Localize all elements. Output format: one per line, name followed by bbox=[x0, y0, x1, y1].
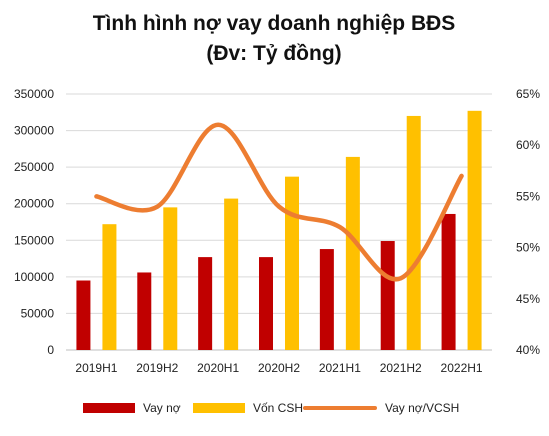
y-right-tick-label: 50% bbox=[516, 241, 540, 255]
bar-vay-no bbox=[76, 280, 91, 350]
legend-von-csh-swatch bbox=[193, 403, 245, 413]
legend-vay-no-swatch bbox=[83, 403, 135, 413]
y-left-tick-label: 300000 bbox=[14, 124, 54, 138]
y-left-tick-label: 350000 bbox=[14, 87, 54, 101]
bars bbox=[76, 110, 482, 350]
legend-von-csh-label: Vốn CSH bbox=[253, 401, 303, 415]
y-right-tick-label: 45% bbox=[516, 292, 540, 306]
ratio-line-layer bbox=[94, 122, 464, 282]
x-tick-label: 2021H2 bbox=[380, 361, 422, 375]
x-tick-label: 2020H1 bbox=[197, 361, 239, 375]
bar-von-csh bbox=[163, 207, 178, 350]
y-right-tick-label: 65% bbox=[516, 87, 540, 101]
y-left-tick-label: 250000 bbox=[14, 160, 54, 174]
y-right-tick-label: 55% bbox=[516, 189, 540, 203]
y-left-tick-label: 50000 bbox=[21, 306, 55, 320]
bar-vay-no bbox=[380, 241, 395, 350]
bar-vay-no bbox=[441, 213, 456, 350]
y-left-tick-label: 0 bbox=[47, 343, 54, 357]
y-left-tick-label: 100000 bbox=[14, 270, 54, 284]
y-left-tick-label: 150000 bbox=[14, 233, 54, 247]
legend-ratio-label: Vay nợ/VCSH bbox=[385, 401, 459, 415]
y-left-tick-label: 200000 bbox=[14, 197, 54, 211]
bar-von-csh bbox=[406, 115, 421, 350]
x-tick-label: 2019H2 bbox=[136, 361, 178, 375]
bar-von-csh bbox=[102, 224, 117, 350]
bar-von-csh bbox=[345, 156, 360, 350]
x-tick-label: 2022H1 bbox=[441, 361, 483, 375]
bar-vay-no bbox=[319, 249, 334, 350]
bar-von-csh bbox=[285, 176, 299, 350]
legend-vay-no-label: Vay nợ bbox=[143, 401, 181, 415]
gridlines bbox=[66, 93, 492, 351]
chart-subtitle: (Đv: Tỷ đồng) bbox=[206, 42, 341, 65]
axes: 0 50000 100000 150000 200000 250000 300000 3500… bbox=[14, 87, 540, 375]
bar-vay-no bbox=[137, 272, 152, 350]
y-right-tick-label: 40% bbox=[516, 343, 540, 357]
chart-title: Tình hình nợ vay doanh nghiệp BĐS bbox=[93, 12, 456, 35]
x-tick-label: 2021H1 bbox=[319, 361, 361, 375]
bar-von-csh bbox=[467, 110, 482, 350]
bar-vay-no bbox=[259, 257, 273, 350]
x-tick-label: 2019H1 bbox=[75, 361, 117, 375]
legend: Vay nợ Vốn CSH Vay nợ/VCSH bbox=[83, 401, 459, 415]
x-tick-label: 2020H2 bbox=[258, 361, 300, 375]
bar-von-csh bbox=[224, 198, 239, 350]
y-right-tick-label: 60% bbox=[516, 138, 540, 152]
bar-vay-no bbox=[198, 257, 213, 350]
